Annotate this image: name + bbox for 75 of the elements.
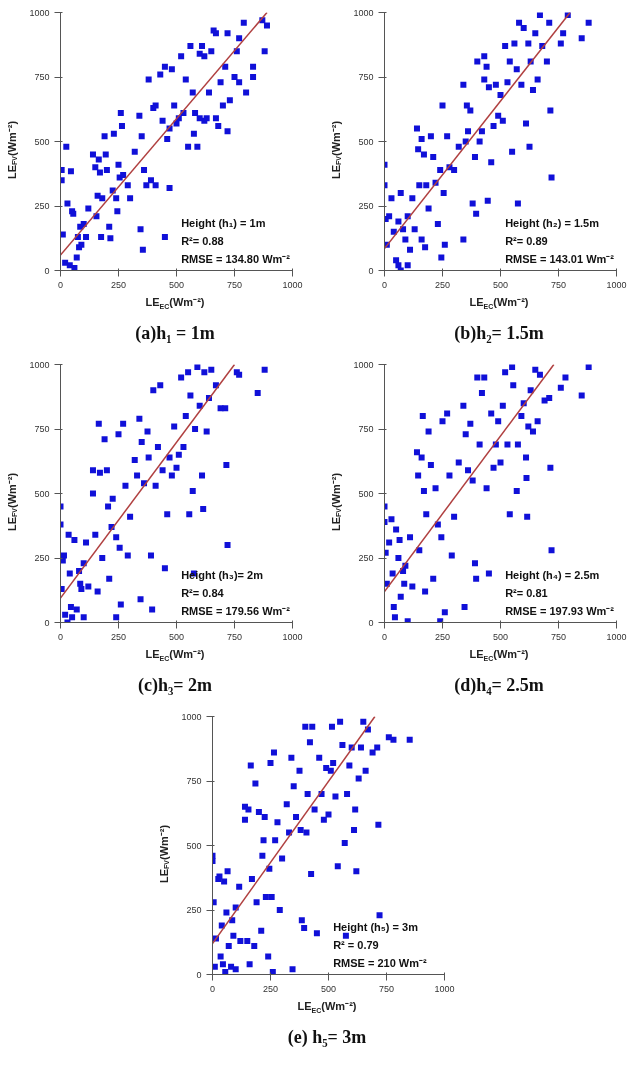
x-axis-title: LE$_{EC}$(Wm⁻²) bbox=[469, 295, 529, 313]
y-tick-label: 1000 bbox=[353, 7, 374, 18]
y-tick-label: 0 bbox=[44, 265, 50, 276]
x-tick-label: 500 bbox=[320, 983, 337, 994]
y-tick-label: 1000 bbox=[29, 359, 50, 370]
x-tick-label: 500 bbox=[492, 631, 509, 642]
x-tick-label: 750 bbox=[226, 631, 243, 642]
y-tick-label: 250 bbox=[358, 553, 374, 563]
x-tick-label: 0 bbox=[382, 279, 388, 290]
y-tick-label: 750 bbox=[358, 72, 374, 82]
y-tick-label: 500 bbox=[358, 136, 374, 147]
x-axis-title: LE$_{EC}$(Wm⁻²) bbox=[469, 647, 529, 665]
x-tick-label: 250 bbox=[110, 279, 127, 290]
y-tick-label: 750 bbox=[34, 424, 50, 434]
x-tick-label: 500 bbox=[492, 279, 509, 290]
x-axis-title: LE$_{EC}$(Wm⁻²) bbox=[145, 295, 205, 313]
annotation: Height (h₃)= 2m bbox=[181, 568, 264, 581]
y-tick-label: 1000 bbox=[353, 359, 374, 370]
y-tick-label: 750 bbox=[34, 72, 50, 82]
y-tick-label: 0 bbox=[368, 265, 374, 276]
annotation: RMSE = 197.93 Wm⁻² bbox=[505, 604, 615, 617]
y-tick-label: 500 bbox=[34, 136, 50, 147]
annotation: R²= 0.88 bbox=[181, 234, 224, 247]
x-tick-label: 0 bbox=[210, 983, 216, 994]
annotation: R²= 0.81 bbox=[505, 586, 548, 599]
y-tick-label: 750 bbox=[358, 424, 374, 434]
x-tick-label: 500 bbox=[168, 631, 185, 642]
y-tick-label: 1000 bbox=[181, 711, 202, 722]
x-tick-label: 750 bbox=[378, 983, 395, 994]
annotation: Height (h₄) = 2.5m bbox=[505, 568, 600, 581]
annotation: Height (h₅) = 3m bbox=[333, 920, 419, 933]
text: (d)h₄= 2.5m bbox=[454, 674, 544, 697]
annotation: R² = 0.79 bbox=[333, 938, 379, 951]
x-axis-title: LE$_{EC}$(Wm⁻²) bbox=[145, 647, 205, 665]
y-tick-label: 500 bbox=[186, 840, 202, 851]
y-tick-label: 250 bbox=[34, 201, 50, 211]
y-tick-label: 500 bbox=[358, 488, 374, 499]
y-tick-label: 0 bbox=[44, 617, 50, 628]
y-tick-label: 250 bbox=[358, 201, 374, 211]
y-tick-label: 250 bbox=[186, 905, 202, 915]
x-tick-label: 0 bbox=[58, 631, 64, 642]
x-tick-label: 1000 bbox=[282, 631, 303, 642]
y-tick-label: 250 bbox=[34, 553, 50, 563]
x-tick-label: 1000 bbox=[606, 279, 627, 290]
x-tick-label: 0 bbox=[382, 631, 388, 642]
x-tick-label: 250 bbox=[262, 983, 279, 994]
x-tick-label: 1000 bbox=[282, 279, 303, 290]
x-tick-label: 750 bbox=[550, 631, 567, 642]
annotation: R²= 0.89 bbox=[505, 234, 548, 247]
annotation: Height (h₁) = 1m bbox=[181, 216, 266, 229]
annotation: RMSE = 134.80 Wm⁻² bbox=[181, 252, 291, 265]
annotation: Height (h₂) = 1.5m bbox=[505, 216, 600, 229]
text: (a)h₁ = 1m bbox=[135, 322, 215, 345]
x-tick-label: 1000 bbox=[434, 983, 455, 994]
text: (b)h₂= 1.5m bbox=[454, 322, 544, 345]
y-tick-label: 0 bbox=[368, 617, 374, 628]
annotation: R²= 0.84 bbox=[181, 586, 225, 599]
x-tick-label: 250 bbox=[434, 279, 451, 290]
annotation: RMSE = 143.01 Wm⁻² bbox=[505, 252, 615, 265]
x-tick-label: 750 bbox=[550, 279, 567, 290]
y-tick-label: 0 bbox=[196, 969, 202, 980]
y-tick-label: 500 bbox=[34, 488, 50, 499]
y-tick-label: 1000 bbox=[29, 7, 50, 18]
y-tick-label: 750 bbox=[186, 776, 202, 786]
x-tick-label: 750 bbox=[226, 279, 243, 290]
x-axis-title: LE$_{EC}$(Wm⁻²) bbox=[297, 999, 357, 1017]
x-tick-label: 500 bbox=[168, 279, 185, 290]
annotation: RMSE = 179.56 Wm⁻² bbox=[181, 604, 291, 617]
x-tick-label: 250 bbox=[434, 631, 451, 642]
x-tick-label: 250 bbox=[110, 631, 127, 642]
x-tick-label: 1000 bbox=[606, 631, 627, 642]
x-tick-label: 0 bbox=[58, 279, 64, 290]
annotation: RMSE = 210 Wm⁻² bbox=[333, 956, 428, 969]
text: (c)h₃= 2m bbox=[137, 674, 213, 697]
text: (e) h₅= 3m bbox=[287, 1026, 367, 1049]
